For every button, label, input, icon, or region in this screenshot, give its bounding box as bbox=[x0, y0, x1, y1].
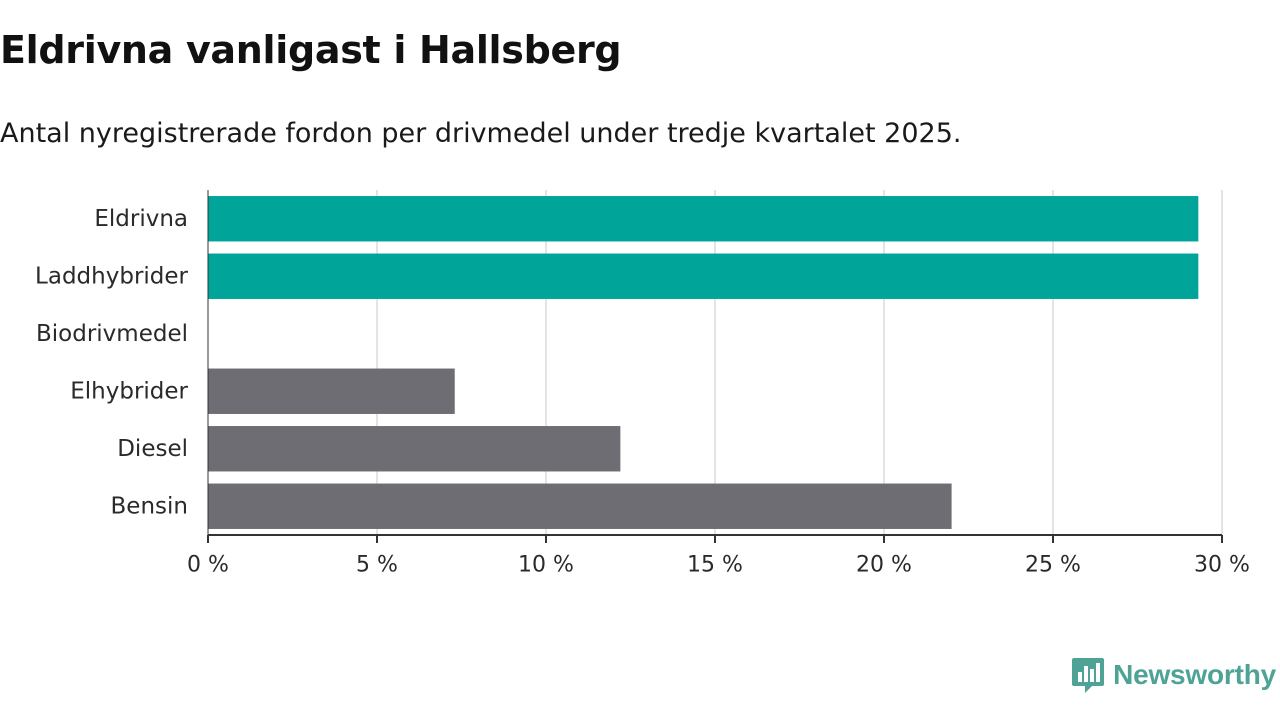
x-tick-label: 30 % bbox=[1194, 553, 1250, 578]
x-tick-label: 25 % bbox=[1025, 553, 1081, 578]
newsworthy-logo-icon bbox=[1072, 658, 1105, 693]
bar-laddhybrider bbox=[208, 253, 1199, 299]
category-label: Bensin bbox=[111, 493, 188, 519]
x-tick-label: 10 % bbox=[518, 553, 574, 578]
brand-logo: Newsworthy bbox=[1071, 656, 1276, 694]
x-tick-label: 5 % bbox=[356, 553, 398, 578]
bar-diesel bbox=[208, 426, 621, 472]
x-tick-label: 0 % bbox=[187, 553, 229, 578]
category-label: Eldrivna bbox=[94, 206, 188, 232]
bar-eldrivna bbox=[208, 196, 1199, 242]
category-label: Diesel bbox=[117, 436, 188, 462]
chart-title: Eldrivna vanligast i Hallsberg bbox=[0, 28, 622, 72]
category-label: Laddhybrider bbox=[35, 263, 188, 289]
category-label: Biodrivmedel bbox=[36, 321, 188, 347]
bar-bensin bbox=[208, 483, 952, 529]
chart-subtitle: Antal nyregistrerade fordon per drivmede… bbox=[0, 118, 962, 149]
x-tick-label: 15 % bbox=[687, 553, 743, 578]
brand-name: Newsworthy bbox=[1113, 659, 1276, 690]
category-label: Elhybrider bbox=[70, 378, 188, 404]
bar-elhybrider bbox=[208, 368, 455, 414]
x-tick-label: 20 % bbox=[856, 553, 912, 578]
